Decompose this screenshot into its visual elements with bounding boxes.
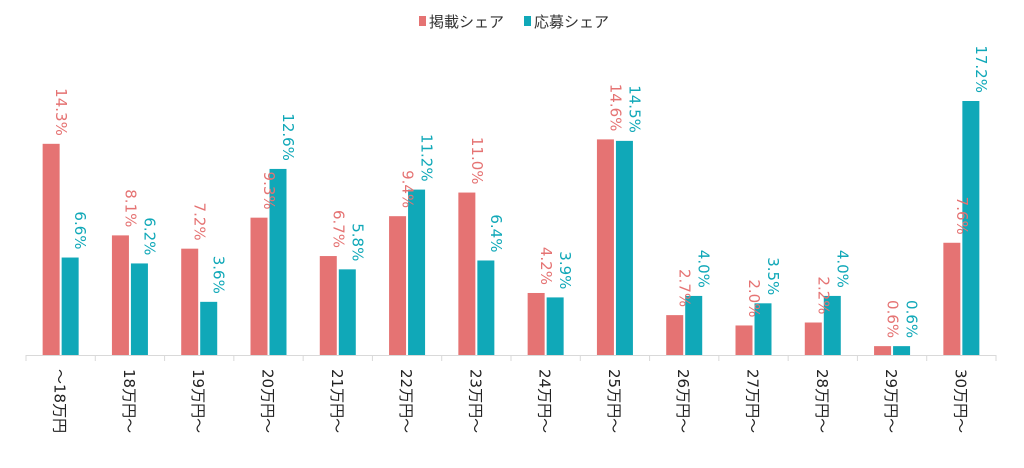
category-label-1: 〜18万円 xyxy=(51,369,69,433)
category-label-9: 25万円〜 xyxy=(605,369,623,433)
category-label-11: 27万円〜 xyxy=(744,369,762,433)
legend-label-1: 掲載シェア xyxy=(429,13,504,31)
category-label-12: 28万円〜 xyxy=(813,369,831,433)
category-label-2: 18万円〜 xyxy=(120,369,138,433)
value-label-series1-13: 0.6% xyxy=(884,300,902,338)
value-label-series2-7: 6.4% xyxy=(487,214,505,252)
value-label-series2-8: 3.9% xyxy=(556,251,574,289)
bar-series2-4 xyxy=(269,168,287,355)
bar-series2-9 xyxy=(615,140,633,355)
bar-series1-13 xyxy=(874,346,892,355)
value-label-series2-12: 4.0% xyxy=(833,250,851,288)
bar-series2-3 xyxy=(200,301,218,355)
value-label-series1-3: 7.2% xyxy=(191,203,209,241)
legend-label-2: 応募シェア xyxy=(534,13,609,31)
bar-series1-14 xyxy=(943,242,961,355)
value-label-series2-13: 0.6% xyxy=(903,300,921,338)
bar-series1-12 xyxy=(804,322,822,355)
legend-swatch-1 xyxy=(419,16,426,26)
bar-series2-6 xyxy=(408,189,426,355)
bar-series2-14 xyxy=(962,101,980,355)
bar-series2-2 xyxy=(130,263,148,355)
bar-series1-8 xyxy=(527,292,545,355)
value-label-series2-9: 14.5% xyxy=(625,85,643,133)
bar-series1-2 xyxy=(111,235,129,355)
value-label-series1-14: 7.6% xyxy=(953,197,971,235)
value-label-series1-2: 8.1% xyxy=(121,189,139,227)
bar-series1-6 xyxy=(389,216,407,355)
bar-series2-7 xyxy=(477,260,495,355)
category-label-3: 19万円〜 xyxy=(189,369,207,433)
bar-series2-1 xyxy=(61,257,79,355)
bars-group xyxy=(42,101,980,355)
value-label-series1-6: 9.4% xyxy=(399,170,417,208)
value-label-series1-11: 2.0% xyxy=(745,279,763,317)
bar-series2-5 xyxy=(338,269,356,355)
value-label-series2-1: 6.6% xyxy=(71,211,89,249)
value-label-series2-3: 3.6% xyxy=(210,256,228,294)
category-label-8: 24万円〜 xyxy=(536,369,554,433)
value-label-series2-2: 6.2% xyxy=(140,217,158,255)
bar-series1-9 xyxy=(596,139,614,355)
value-label-series1-1: 14.3% xyxy=(52,88,70,136)
legend-swatch-2 xyxy=(524,16,531,26)
value-label-series1-12: 2.2% xyxy=(814,276,832,314)
value-label-series2-6: 11.2% xyxy=(418,134,436,182)
category-label-7: 23万円〜 xyxy=(466,369,484,433)
bar-series2-13 xyxy=(893,346,911,355)
value-label-series2-11: 3.5% xyxy=(764,257,782,295)
value-label-series2-14: 17.2% xyxy=(972,45,990,93)
category-label-5: 21万円〜 xyxy=(328,369,346,433)
value-label-series2-10: 4.0% xyxy=(695,250,713,288)
bar-series1-7 xyxy=(458,192,476,355)
value-labels-group: 14.3% 6.6% 8.1%6.2% 7.2%3.6% 9.3%12.6% 6.7% 5.… xyxy=(52,45,990,338)
value-label-series1-5: 6.7% xyxy=(329,210,347,248)
value-label-series1-8: 4.2% xyxy=(537,247,555,285)
value-label-series2-4: 12.6% xyxy=(279,113,297,161)
category-label-4: 20万円〜 xyxy=(259,369,277,433)
bar-series2-12 xyxy=(823,295,841,355)
legend: 掲載シェア 応募シェア xyxy=(419,13,609,31)
category-label-14: 30万円〜 xyxy=(951,369,969,433)
bar-series1-1 xyxy=(42,143,60,355)
bar-series1-4 xyxy=(250,217,268,355)
bar-series1-5 xyxy=(319,256,337,355)
category-label-13: 29万円〜 xyxy=(882,369,900,433)
category-labels-group: 〜18万円 18万円〜 19万円〜 20万円〜 21万円〜 22万円〜 23万円〜 24万円〜… xyxy=(51,369,970,433)
category-label-6: 22万円〜 xyxy=(397,369,415,433)
x-axis-ticks xyxy=(25,355,997,361)
bar-series1-3 xyxy=(181,248,199,355)
value-label-series1-9: 14.6% xyxy=(606,84,624,132)
bar-series1-10 xyxy=(666,315,684,355)
bar-series1-11 xyxy=(735,325,753,355)
value-label-series1-4: 9.3% xyxy=(260,172,278,210)
value-label-series2-5: 5.8% xyxy=(348,223,366,261)
value-label-series1-7: 11.0% xyxy=(468,137,486,185)
bar-series2-11 xyxy=(754,303,772,355)
bar-series2-8 xyxy=(546,297,564,355)
category-label-10: 26万円〜 xyxy=(674,369,692,433)
value-label-series1-10: 2.7% xyxy=(676,269,694,307)
bar-series2-10 xyxy=(685,295,703,355)
